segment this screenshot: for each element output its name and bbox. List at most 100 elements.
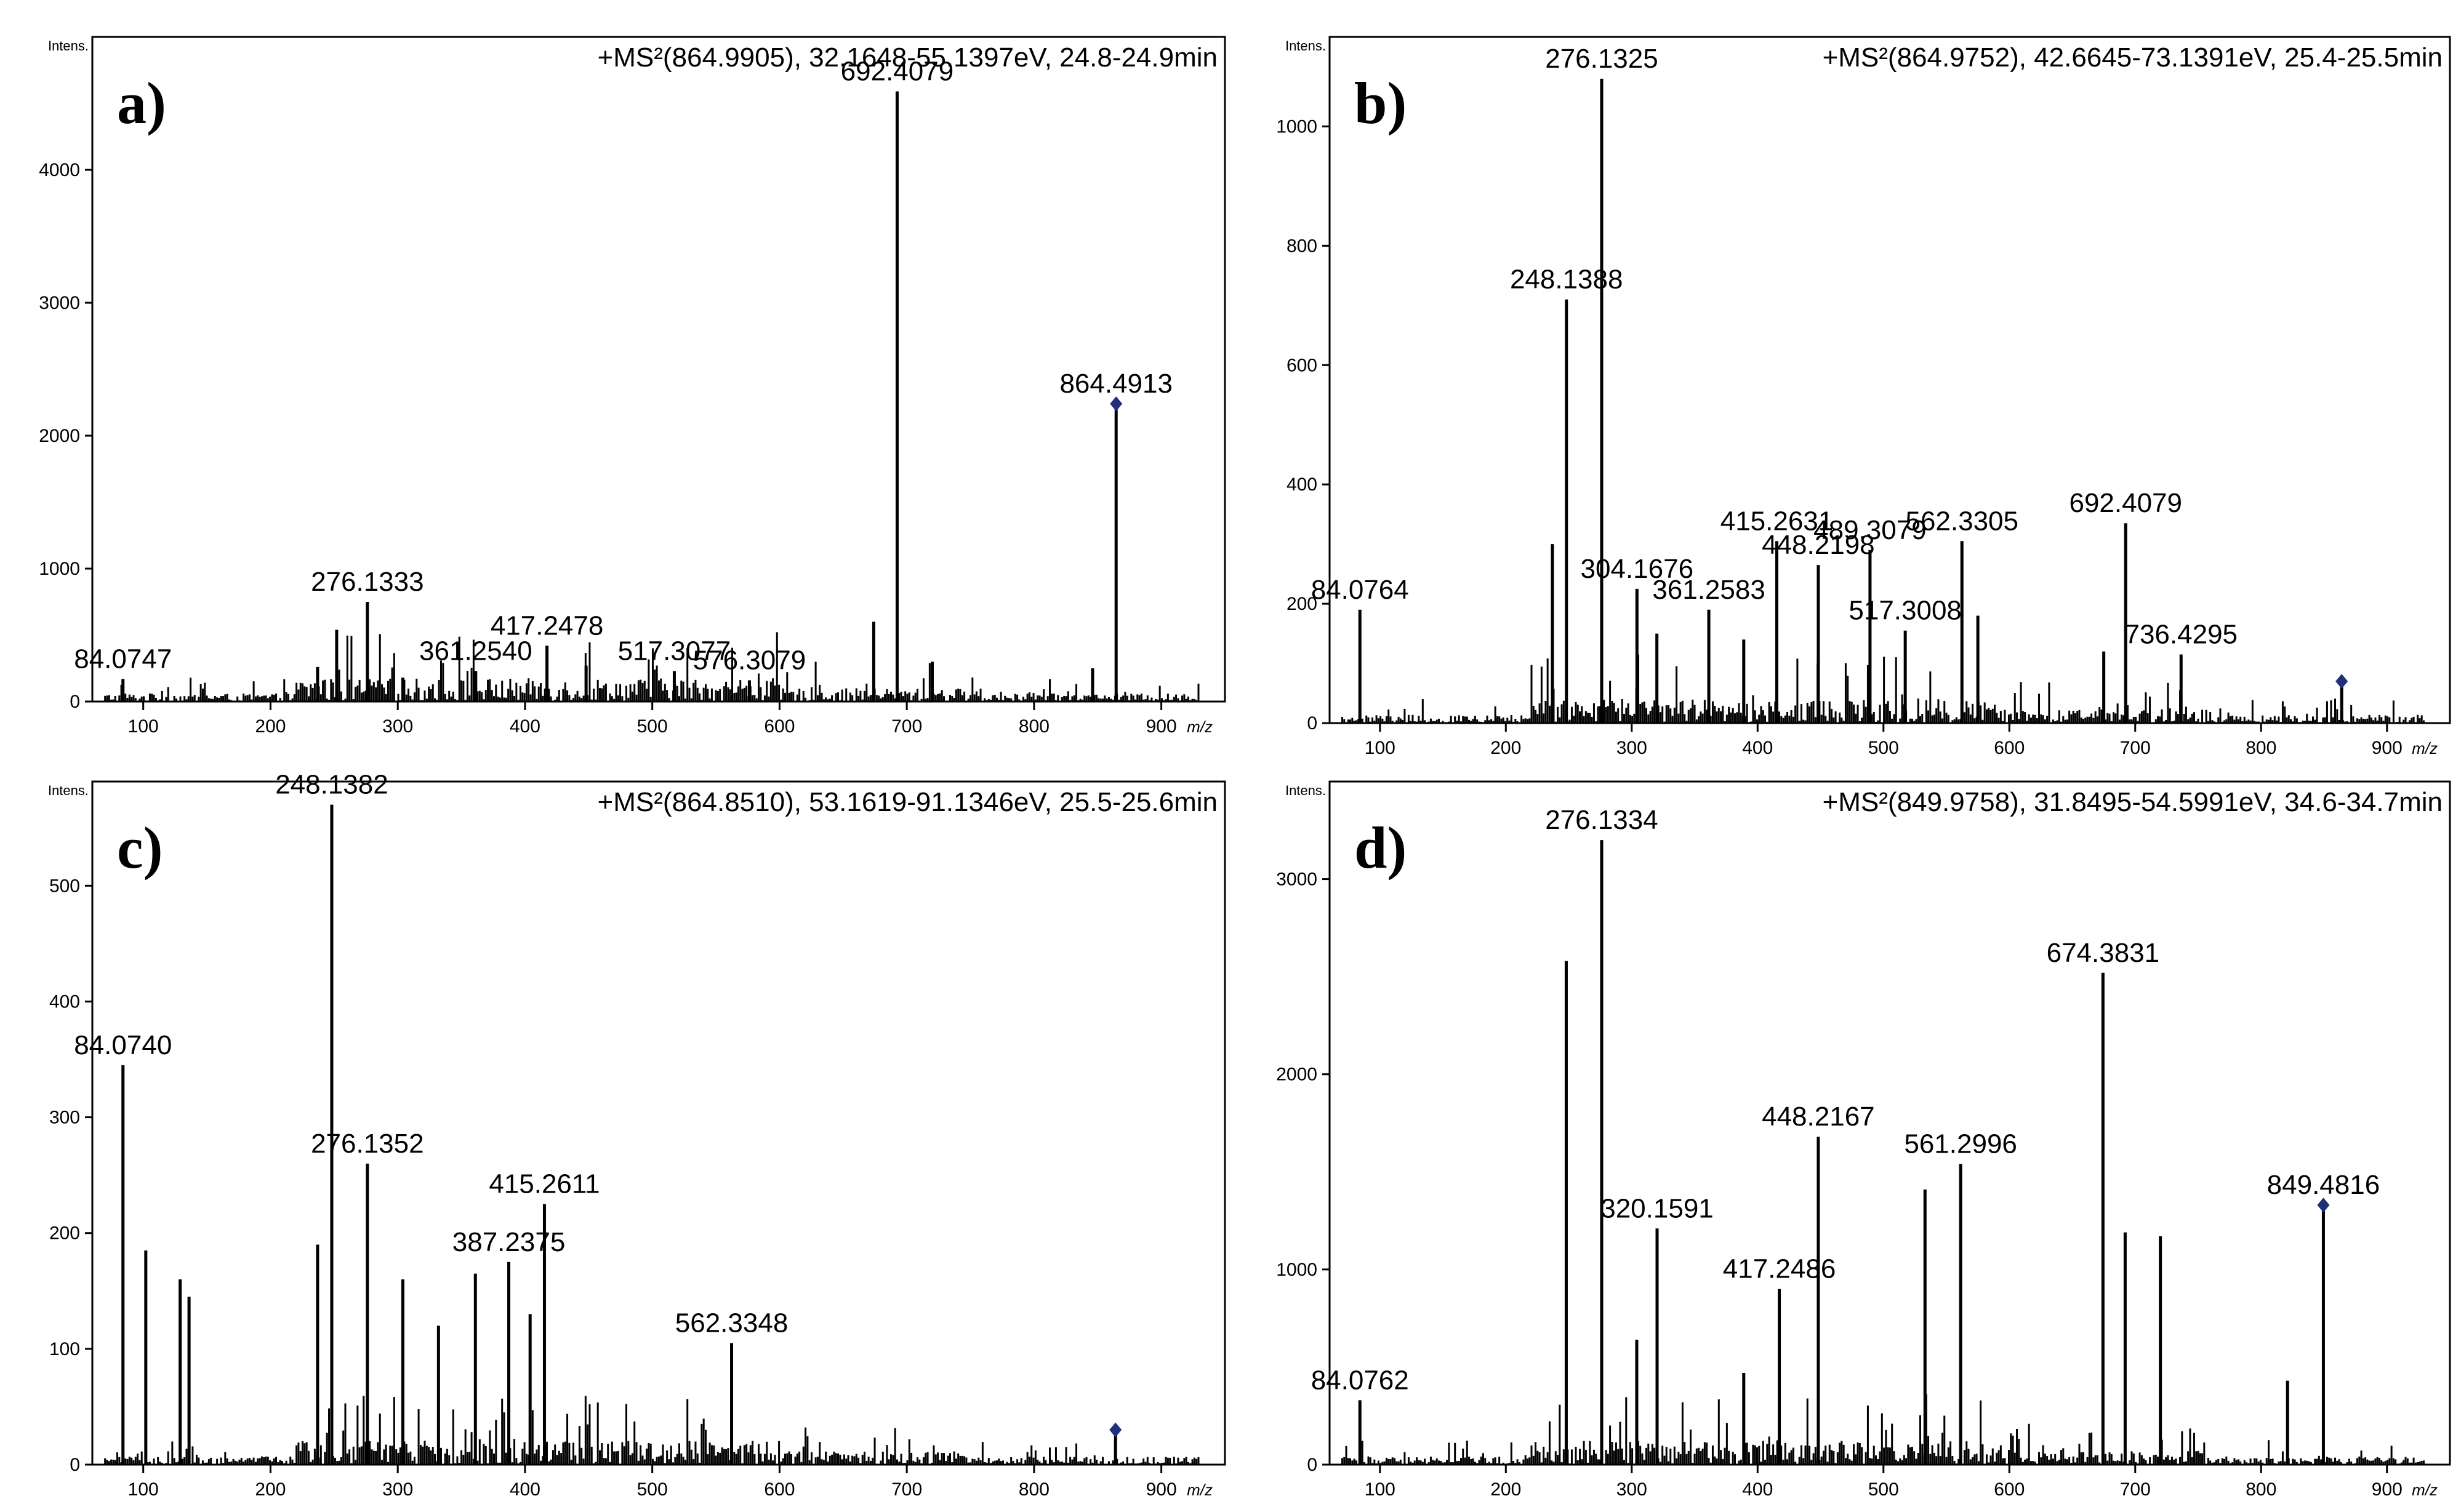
peak-label: 562.3305 [1905, 506, 2018, 536]
x-tick-label: 800 [1019, 716, 1050, 737]
x-tick-label: 800 [2246, 738, 2276, 757]
noise-baseline [1341, 654, 2425, 723]
x-tick-label: 100 [128, 716, 159, 737]
x-tick-label: 700 [891, 1479, 922, 1500]
peak-label: 276.1325 [1545, 44, 1658, 74]
x-tick-label: 400 [1742, 738, 1773, 757]
peak-label: 276.1334 [1545, 805, 1658, 835]
spectrum-header: +MS²(849.9758), 31.8495-54.5991eV, 34.6-… [1823, 787, 2443, 817]
precursor-marker [2317, 1198, 2330, 1213]
x-tick-label: 100 [1365, 738, 1395, 757]
x-tick-label: 400 [510, 716, 540, 737]
noise-baseline [1341, 1394, 2425, 1465]
y-tick-label: 0 [70, 692, 80, 712]
y-tick-label: 0 [1307, 1455, 1317, 1475]
y-tick-label: 1000 [39, 559, 80, 579]
peak-label: 84.0740 [74, 1030, 172, 1060]
x-axis-title: m/z [1187, 1481, 1213, 1499]
y-axis-title: Intens. [48, 783, 89, 798]
peak-label: 561.2996 [1904, 1129, 2017, 1159]
x-tick-label: 600 [764, 1479, 795, 1500]
precursor-marker [2335, 674, 2348, 689]
x-tick-label: 600 [764, 716, 795, 737]
plot-frame [1328, 780, 2451, 1466]
panel-b-spectrum: Intens. +MS²(864.9752), 42.6645-73.1391eV… [1276, 36, 2451, 757]
y-tick-label: 3000 [1276, 870, 1317, 890]
peak-label: 562.3348 [675, 1308, 789, 1338]
peak-label: 517.3077 [618, 636, 731, 666]
x-tick-label: 700 [891, 716, 922, 737]
x-tick-label: 900 [2372, 738, 2403, 757]
x-tick-label: 500 [1868, 1479, 1899, 1500]
peak-label: 248.1382 [275, 770, 388, 800]
peak-label: 448.2198 [1762, 530, 1875, 560]
x-tick-label: 900 [2372, 1479, 2403, 1500]
spectrum-header: +MS²(864.8510), 53.1619-91.1346eV, 25.5-… [598, 787, 1218, 817]
peak-label: 84.0762 [1311, 1365, 1409, 1395]
x-tick-label: 200 [1490, 1479, 1521, 1500]
y-tick-label: 100 [49, 1339, 80, 1359]
peak-label: 417.2478 [491, 610, 604, 641]
x-tick-label: 100 [1365, 1479, 1395, 1500]
y-tick-label: 400 [1287, 474, 1317, 495]
panel-label: a) [117, 70, 166, 136]
y-tick-label: 2000 [39, 426, 80, 446]
panel-label: b) [1354, 70, 1407, 136]
y-tick-label: 0 [70, 1455, 80, 1475]
x-tick-label: 800 [2246, 1479, 2276, 1500]
x-tick-label: 300 [382, 716, 413, 737]
peak-label: 489.3079 [1813, 515, 1927, 545]
panel-label: c) [117, 815, 163, 881]
x-tick-label: 300 [1616, 738, 1647, 757]
x-axis-title: m/z [2412, 739, 2438, 757]
y-tick-label: 500 [49, 876, 80, 896]
peak-label: 387.2375 [452, 1227, 566, 1257]
plot-frame [91, 36, 1226, 703]
panel-c-spectrum: Intens. +MS²(864.8510), 53.1619-91.1346eV… [48, 770, 1226, 1500]
peak-label: 84.0747 [74, 644, 172, 674]
panel-d-spectrum: Intens. +MS²(849.9758), 31.8495-54.5991eV… [1276, 780, 2451, 1500]
peak-label: 415.2631 [1720, 506, 1834, 536]
precursor-marker [1110, 396, 1123, 412]
peak-label: 320.1591 [1600, 1193, 1714, 1223]
spectrum-header: +MS²(864.9905), 32.1648-55.1397eV, 24.8-… [598, 42, 1218, 73]
y-tick-label: 300 [49, 1108, 80, 1128]
x-tick-label: 300 [1616, 1479, 1647, 1500]
x-tick-label: 400 [1742, 1479, 1773, 1500]
noise-baseline [104, 1396, 1200, 1465]
plot-frame [91, 780, 1226, 1466]
y-tick-label: 600 [1287, 355, 1317, 375]
y-tick-label: 2000 [1276, 1065, 1317, 1085]
y-tick-label: 4000 [39, 160, 80, 180]
peak-label: 864.4913 [1059, 369, 1173, 399]
y-axis-title: Intens. [48, 38, 89, 54]
peak-label: 415.2611 [489, 1169, 600, 1199]
y-tick-label: 200 [1287, 594, 1317, 614]
peak-label: 517.3008 [1849, 596, 1962, 626]
x-tick-label: 400 [510, 1479, 540, 1500]
y-tick-label: 1000 [1276, 1260, 1317, 1280]
peak-label: 304.1676 [1581, 554, 1694, 584]
peak-label: 448.2167 [1762, 1102, 1875, 1132]
y-tick-label: 1000 [1276, 116, 1317, 137]
x-tick-label: 200 [1490, 738, 1521, 757]
y-tick-label: 0 [1307, 713, 1317, 734]
y-tick-label: 400 [49, 991, 80, 1012]
peak-label: 276.1333 [311, 567, 424, 597]
x-tick-label: 600 [1994, 1479, 2025, 1500]
y-axis-title: Intens. [1285, 38, 1326, 54]
x-tick-label: 900 [1146, 1479, 1177, 1500]
x-tick-label: 700 [2120, 738, 2151, 757]
x-tick-label: 200 [255, 716, 286, 737]
precursor-marker [1109, 1422, 1122, 1438]
x-tick-label: 500 [1868, 738, 1899, 757]
peak-label: 361.2583 [1652, 575, 1765, 605]
x-tick-label: 900 [1146, 716, 1177, 737]
x-tick-label: 600 [1994, 738, 2025, 757]
spectrum-header: +MS²(864.9752), 42.6645-73.1391eV, 25.4-… [1823, 42, 2443, 73]
x-axis-title: m/z [1187, 718, 1213, 736]
peak-label: 84.0764 [1311, 575, 1409, 605]
y-tick-label: 3000 [39, 293, 80, 313]
peak-label: 674.3831 [2047, 938, 2160, 968]
